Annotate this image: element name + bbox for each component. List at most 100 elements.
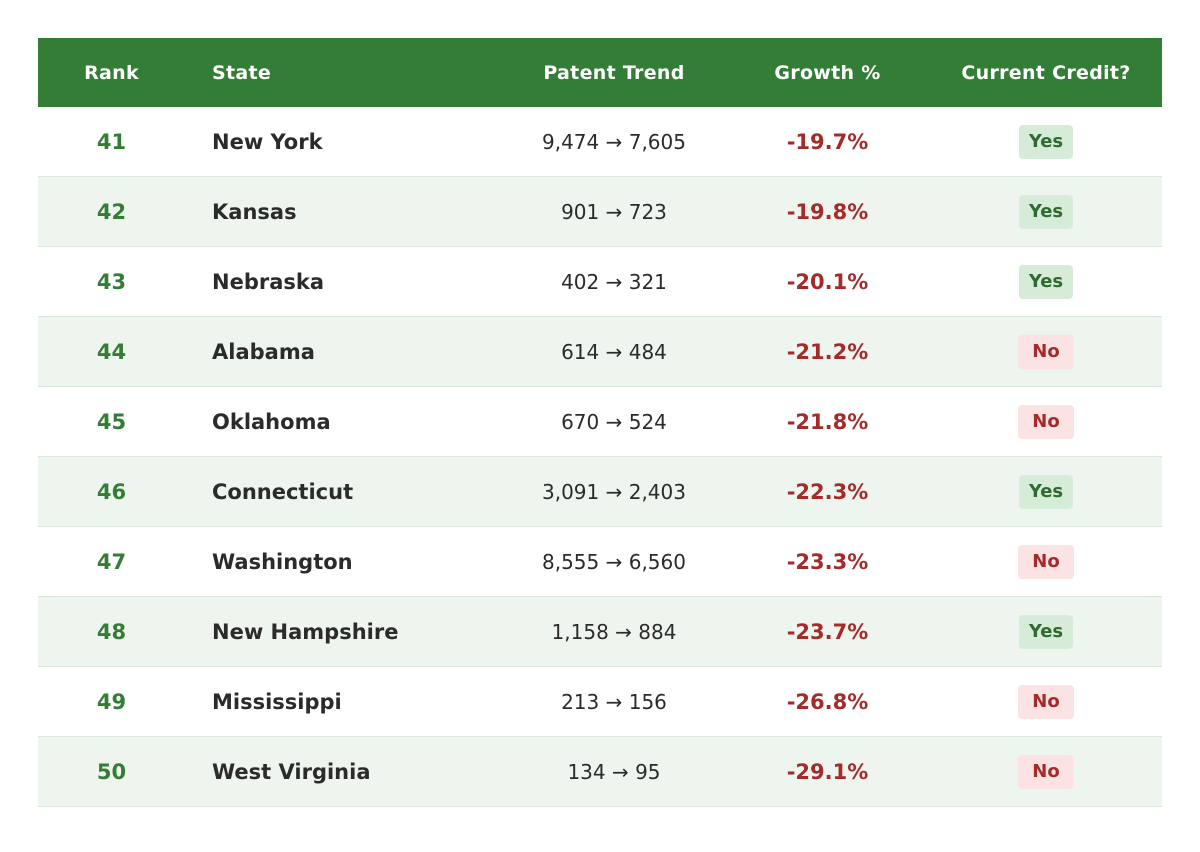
- header-rank[interactable]: Rank: [84, 61, 139, 84]
- patent-trend: 213 → 156: [561, 689, 667, 714]
- patent-trend-cell: 213 → 156: [503, 690, 725, 714]
- table-row: 42 Kansas 901 → 723 -19.8% Yes: [38, 177, 1162, 247]
- rank-value-cell: 48: [38, 620, 185, 644]
- credit-badge: Yes: [1018, 194, 1074, 229]
- state-name-cell: Mississippi: [185, 690, 503, 714]
- patent-trend-cell: 8,555 → 6,560: [503, 550, 725, 574]
- patent-trend: 901 → 723: [561, 199, 667, 224]
- credit-badge-cell: No: [930, 544, 1162, 579]
- table-header: Rank State Patent Trend Growth % Current…: [38, 38, 1162, 107]
- growth-percent-cell: -26.8%: [725, 690, 930, 714]
- table-row: 49 Mississippi 213 → 156 -26.8% No: [38, 667, 1162, 737]
- patent-trend: 670 → 524: [561, 409, 667, 434]
- rank-value-cell: 46: [38, 480, 185, 504]
- growth-percent: -21.8%: [786, 409, 869, 434]
- growth-percent-cell: -22.3%: [725, 480, 930, 504]
- patent-trend-cell: 614 → 484: [503, 340, 725, 364]
- rank-value: 48: [96, 619, 127, 644]
- growth-percent: -23.3%: [786, 549, 869, 574]
- patent-trend-cell: 901 → 723: [503, 200, 725, 224]
- growth-percent-cell: -20.1%: [725, 270, 930, 294]
- table-row: 41 New York 9,474 → 7,605 -19.7% Yes: [38, 107, 1162, 177]
- header-current-credit[interactable]: Current Credit?: [961, 61, 1131, 84]
- header-patent-trend[interactable]: Patent Trend: [543, 61, 685, 84]
- state-name: Washington: [212, 549, 353, 574]
- state-name-cell: Nebraska: [185, 270, 503, 294]
- patent-trend: 8,555 → 6,560: [542, 549, 686, 574]
- credit-badge-cell: Yes: [930, 194, 1162, 229]
- rank-value: 49: [96, 689, 127, 714]
- credit-badge-cell: Yes: [930, 614, 1162, 649]
- growth-percent: -22.3%: [786, 479, 869, 504]
- patent-trend: 3,091 → 2,403: [542, 479, 686, 504]
- rankings-table: Rank State Patent Trend Growth % Current…: [38, 38, 1162, 807]
- state-name: New York: [212, 129, 323, 154]
- table-row: 45 Oklahoma 670 → 524 -21.8% No: [38, 387, 1162, 457]
- rank-value: 50: [96, 759, 127, 784]
- growth-percent-cell: -19.8%: [725, 200, 930, 224]
- state-name-cell: Connecticut: [185, 480, 503, 504]
- rank-value-cell: 42: [38, 200, 185, 224]
- growth-percent-cell: -21.8%: [725, 410, 930, 434]
- table-row: 47 Washington 8,555 → 6,560 -23.3% No: [38, 527, 1162, 597]
- credit-badge: No: [1018, 754, 1074, 789]
- growth-percent: -23.7%: [786, 619, 869, 644]
- credit-badge-cell: No: [930, 334, 1162, 369]
- state-name: Kansas: [212, 199, 297, 224]
- patent-trend: 134 → 95: [567, 759, 661, 784]
- state-name-cell: New Hampshire: [185, 620, 503, 644]
- patent-trend: 9,474 → 7,605: [542, 129, 686, 154]
- state-name: Connecticut: [212, 479, 354, 504]
- state-name-cell: West Virginia: [185, 760, 503, 784]
- growth-percent-cell: -21.2%: [725, 340, 930, 364]
- header-growth[interactable]: Growth %: [774, 61, 881, 84]
- credit-badge: No: [1018, 334, 1074, 369]
- patent-trend-cell: 9,474 → 7,605: [503, 130, 725, 154]
- rank-value-cell: 49: [38, 690, 185, 714]
- patent-trend-cell: 134 → 95: [503, 760, 725, 784]
- credit-badge: Yes: [1018, 614, 1074, 649]
- credit-badge: No: [1018, 404, 1074, 439]
- rank-value-cell: 45: [38, 410, 185, 434]
- growth-percent-cell: -23.3%: [725, 550, 930, 574]
- patent-trend-cell: 670 → 524: [503, 410, 725, 434]
- credit-badge: No: [1018, 544, 1074, 579]
- growth-percent: -19.8%: [786, 199, 869, 224]
- credit-badge-cell: Yes: [930, 474, 1162, 509]
- table-row: 44 Alabama 614 → 484 -21.2% No: [38, 317, 1162, 387]
- growth-percent: -21.2%: [786, 339, 869, 364]
- state-name: New Hampshire: [212, 619, 399, 644]
- growth-percent-cell: -19.7%: [725, 130, 930, 154]
- header-state[interactable]: State: [212, 61, 272, 84]
- patent-trend: 1,158 → 884: [551, 619, 677, 644]
- rank-value: 44: [96, 339, 127, 364]
- table-row: 43 Nebraska 402 → 321 -20.1% Yes: [38, 247, 1162, 317]
- credit-badge-cell: No: [930, 684, 1162, 719]
- credit-badge: Yes: [1018, 264, 1074, 299]
- state-name-cell: Kansas: [185, 200, 503, 224]
- state-name: Alabama: [212, 339, 315, 364]
- rank-value: 47: [96, 549, 127, 574]
- state-name-cell: Washington: [185, 550, 503, 574]
- state-name: West Virginia: [212, 759, 371, 784]
- state-name-cell: New York: [185, 130, 503, 154]
- growth-percent: -29.1%: [786, 759, 869, 784]
- credit-badge: No: [1018, 684, 1074, 719]
- rank-value: 42: [96, 199, 127, 224]
- state-name-cell: Oklahoma: [185, 410, 503, 434]
- table-body: 41 New York 9,474 → 7,605 -19.7% Yes 42 Kansas…: [38, 107, 1162, 807]
- growth-percent-cell: -23.7%: [725, 620, 930, 644]
- growth-percent-cell: -29.1%: [725, 760, 930, 784]
- patent-trend-cell: 402 → 321: [503, 270, 725, 294]
- credit-badge-cell: No: [930, 404, 1162, 439]
- rank-value-cell: 47: [38, 550, 185, 574]
- state-name: Oklahoma: [212, 409, 331, 434]
- growth-percent: -26.8%: [786, 689, 869, 714]
- rank-value-cell: 44: [38, 340, 185, 364]
- patent-trend: 614 → 484: [561, 339, 667, 364]
- patent-trend-cell: 3,091 → 2,403: [503, 480, 725, 504]
- rank-value: 41: [96, 129, 127, 154]
- rank-value-cell: 41: [38, 130, 185, 154]
- rank-value-cell: 43: [38, 270, 185, 294]
- patent-trend-cell: 1,158 → 884: [503, 620, 725, 644]
